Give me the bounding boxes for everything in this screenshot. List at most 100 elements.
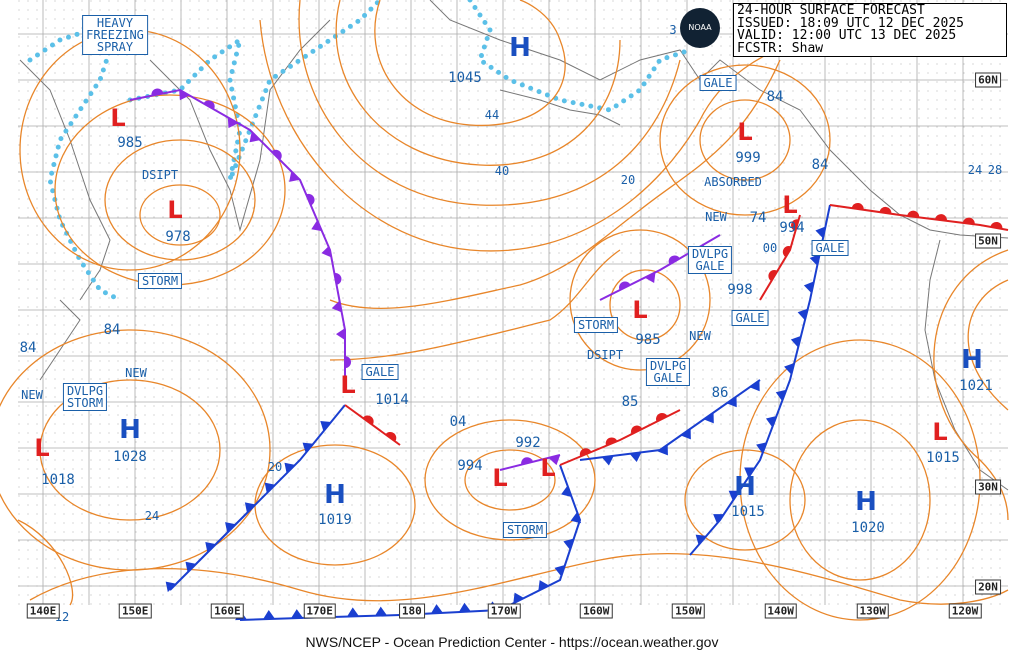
pressure-value: 994 — [779, 220, 805, 236]
front-symbol — [579, 448, 592, 457]
latitude-label: 20N — [975, 579, 1001, 595]
longitude-label: 170W — [487, 603, 521, 619]
longitude-label: 140W — [764, 603, 797, 619]
pressure-symbol: L — [492, 464, 508, 492]
longitude-label: 150E — [118, 603, 152, 619]
note: DSIPT — [586, 348, 624, 362]
front-symbol — [815, 226, 826, 239]
warning-label: STORM — [137, 273, 183, 289]
front-symbol — [668, 255, 680, 265]
front-symbol — [244, 502, 256, 513]
front-symbol — [644, 272, 656, 284]
warning-line: DVLPG — [691, 247, 729, 261]
longitude-label: 180 — [398, 603, 425, 619]
warning-label: DVLPG GALE — [645, 358, 691, 386]
latitude-label: 60N — [975, 72, 1001, 88]
front-symbol — [320, 420, 332, 432]
front-symbol — [227, 117, 239, 129]
pressure-value: 985 — [635, 332, 661, 348]
pressure-symbol: L — [632, 296, 648, 324]
isobar-label: 44 — [484, 108, 500, 122]
pressure-value: 1028 — [113, 449, 147, 465]
warning-line: SPRAY — [96, 40, 134, 54]
front-symbol — [744, 467, 755, 478]
front-symbol — [784, 362, 795, 375]
warning-label: GALE — [811, 240, 849, 256]
isobar-label: 00 — [762, 241, 778, 255]
front-symbol — [631, 425, 643, 435]
front-symbol — [306, 193, 315, 206]
longitude-label: 150W — [672, 603, 705, 619]
isobar-label: 3 — [669, 23, 677, 37]
pressure-value: 1014 — [375, 392, 409, 408]
front-symbol — [321, 245, 332, 258]
header-valid: VALID: 12:00 UTC 13 DEC 2025 — [737, 28, 957, 43]
note: NEW — [125, 366, 147, 380]
longitude-label: 160E — [211, 603, 244, 619]
pressure-symbol: H — [961, 345, 983, 375]
pressure-symbol: H — [734, 472, 756, 502]
front-symbol — [346, 607, 359, 617]
isobar-label: 24 — [144, 509, 160, 523]
pressure-value: 85 — [621, 394, 639, 410]
pressure-value: 84 — [19, 340, 37, 356]
header-issued: ISSUED: 18:09 UTC 12 DEC 2025 — [737, 15, 964, 31]
front-symbol — [656, 412, 668, 422]
longitude-label: 120W — [948, 603, 982, 619]
pressure-value: 994 — [457, 458, 483, 474]
front-symbol — [430, 604, 443, 614]
front-symbol — [563, 538, 574, 550]
warning-line: STORM — [66, 396, 104, 410]
graticule — [18, 0, 1008, 605]
front-symbol — [765, 416, 777, 428]
front-symbol — [851, 202, 864, 210]
footer: NWS/NCEP - Ocean Prediction Center - htt… — [305, 634, 719, 650]
pressure-symbol: L — [34, 434, 50, 462]
front-symbol — [791, 219, 799, 232]
warning-label: STORM — [502, 522, 548, 538]
front-symbol — [331, 300, 342, 313]
warning-line: STORM — [506, 523, 544, 537]
front-symbol — [179, 89, 190, 101]
pressure-value: 992 — [515, 435, 541, 451]
isobar-label: 24 — [967, 163, 983, 177]
front-symbol — [605, 437, 618, 446]
note: DSIPT — [141, 168, 179, 182]
pressure-symbol: L — [110, 104, 126, 132]
front-symbol — [962, 217, 975, 225]
front-symbol — [271, 149, 282, 160]
front-symbol — [554, 565, 565, 577]
front-symbol — [291, 609, 304, 619]
front-symbol — [561, 485, 572, 497]
note: NEW — [705, 210, 727, 224]
pressure-symbol: L — [782, 191, 798, 219]
pressure-value: 1015 — [926, 450, 960, 466]
front-symbol — [601, 455, 614, 466]
pressure-symbol: L — [932, 418, 948, 446]
front-symbol — [790, 335, 802, 348]
pressure-value: 1019 — [318, 512, 352, 528]
front-symbol — [797, 308, 808, 321]
pressure-value: 84 — [103, 322, 121, 338]
front-symbol — [205, 541, 216, 553]
front-symbol — [225, 522, 236, 533]
warning-line: GALE — [365, 365, 395, 379]
front-symbol — [809, 253, 820, 266]
front-symbol — [203, 100, 215, 110]
front-symbol — [570, 511, 582, 524]
front-symbol — [311, 220, 322, 232]
front-symbol — [521, 457, 533, 465]
warning-line: HEAVY — [96, 16, 134, 30]
front-symbol — [385, 431, 397, 442]
longitude-label: 160W — [579, 603, 613, 619]
warning-label: GALE — [361, 364, 399, 380]
front-symbol — [302, 442, 314, 453]
pressure-value: 1020 — [851, 520, 885, 536]
pressure-value: 1045 — [448, 70, 482, 86]
pressure-value: 1021 — [959, 378, 993, 394]
pressure-value: 999 — [735, 150, 761, 166]
pressure-symbol: H — [324, 480, 346, 510]
front-symbol — [768, 269, 778, 282]
